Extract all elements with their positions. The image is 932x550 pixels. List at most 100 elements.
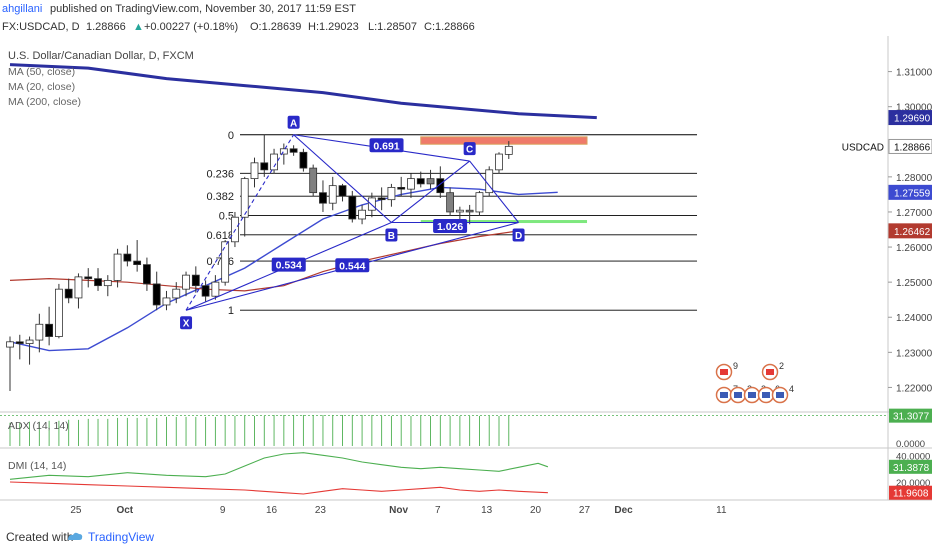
candle-body [133,260,142,266]
pattern-point-label: D [515,231,522,242]
candle-body [270,153,278,171]
fib-level-label: 0 [228,130,234,142]
author-link[interactable]: ahgillani [2,3,43,15]
pattern-ratio-badge [335,258,370,273]
candle-body [84,276,93,280]
pattern-leg-AB [293,134,392,223]
dmi-label: DMI (14, 14) [8,460,66,472]
candle-body [377,197,386,201]
candle-body [338,185,347,197]
high-value: H:1.29023 [308,21,359,33]
price-tick-label: 1.23000 [896,348,932,359]
pattern-point-label: A [290,118,297,129]
candle-body [113,253,122,281]
candle-body [455,209,464,213]
fib-level-label: 1 [228,305,234,317]
legend-ma20[interactable]: MA (20, close) [8,81,75,93]
last-price: 1.28866 [86,21,126,33]
time-tick-label: 13 [481,505,493,516]
price-label-value: 1.26462 [894,227,931,238]
candle-body [240,178,249,218]
target-zone-green [420,220,588,224]
legend-ma50[interactable]: MA (50, close) [8,66,75,78]
candle-body [25,339,34,344]
candle-body [426,178,435,185]
event-count: 2 [779,361,784,371]
tradingview-logo-icon [68,532,83,540]
tradingview-brand-link[interactable]: TradingView [88,530,155,544]
pattern-ratio-label: 0.691 [373,140,399,152]
price-chart[interactable]: 0 0.236 0.382 0.5 0.618 0.786 1 X A B C D 0.691 1.02… [0,0,932,524]
time-tick-label: 7 [435,505,441,516]
time-tick-label: Dec [614,505,633,516]
candle-body [465,209,474,213]
candle-body [504,145,513,155]
ma200-line [9,63,597,120]
candle-body [221,241,230,283]
price-label-value: 1.29690 [894,114,931,125]
candle-body [201,285,210,297]
usa-flag-fill [762,392,770,398]
event-count: 9 [733,361,738,371]
candle-body [172,288,181,299]
close-value: C:1.28866 [424,21,475,33]
candle-body [74,276,83,299]
price-tick-label: 1.26000 [896,243,932,254]
usa-flag-fill [776,392,784,398]
canada-flag-fill [720,369,728,375]
candle-body [436,178,445,194]
candle-body [64,288,73,299]
candle-body [309,167,318,194]
candle-body [35,323,44,341]
price-tick-label: 1.25000 [896,278,932,289]
price-tick-label: 1.28000 [896,173,932,184]
candle-body [348,195,357,220]
usa-flag-fill [720,392,728,398]
candle-body [103,279,112,287]
candle-body [446,192,455,213]
fib-level-label: 0.5 [219,210,234,222]
candle-body [397,186,406,190]
legend-ma200[interactable]: MA (200, close) [8,96,81,108]
price-tick-label: 1.27000 [896,208,932,219]
candle-body [299,151,308,169]
price-label-box [888,110,932,126]
time-tick-label: 11 [716,505,727,516]
adx-label: ADX (14, 14) [8,420,69,432]
pattern-point-label: X [183,319,190,330]
candle-body [94,278,102,287]
candle-body [328,185,337,204]
time-tick-label: 23 [315,505,327,516]
pattern-ratio-badge [369,138,404,153]
target-zone-red [420,136,588,145]
price-tick-label: 1.22000 [896,383,932,394]
time-tick-label: Oct [116,505,133,516]
event-count: 4 [789,384,794,394]
price-tick-label: 1.24000 [896,313,932,324]
candle-body [319,192,327,204]
price-label-box [888,184,932,200]
fib-level-label: 0.382 [206,191,234,203]
pattern-point-badge [463,142,476,156]
pattern-point-badge [385,228,398,242]
dmi-minus-value: 11.9608 [893,489,929,500]
open-value: O:1.28639 [250,21,302,33]
fib-level-label: 0.786 [206,256,234,268]
up-arrow-icon: ▲ [133,21,144,33]
dmi-plus-line [9,452,549,480]
candle-body [260,162,269,171]
time-tick-label: 25 [70,505,82,516]
time-tick-label: 16 [266,505,278,516]
legend-title: U.S. Dollar/Canadian Dollar, D, FXCM [8,50,194,62]
symbol-label: USDCAD [842,142,884,153]
dmi-minus-box [889,485,932,500]
price-label-value: 1.27559 [894,188,931,199]
adx-value: 31.3077 [893,412,930,423]
symbol-label: FX:USDCAD, D [2,21,80,33]
pattern-point-label: C [466,145,473,156]
candle-body [475,192,484,213]
fib-level-label: 0.236 [206,168,234,180]
time-tick-label: 9 [220,505,226,516]
candle-body [289,148,298,153]
pattern-point-badge [512,228,525,242]
